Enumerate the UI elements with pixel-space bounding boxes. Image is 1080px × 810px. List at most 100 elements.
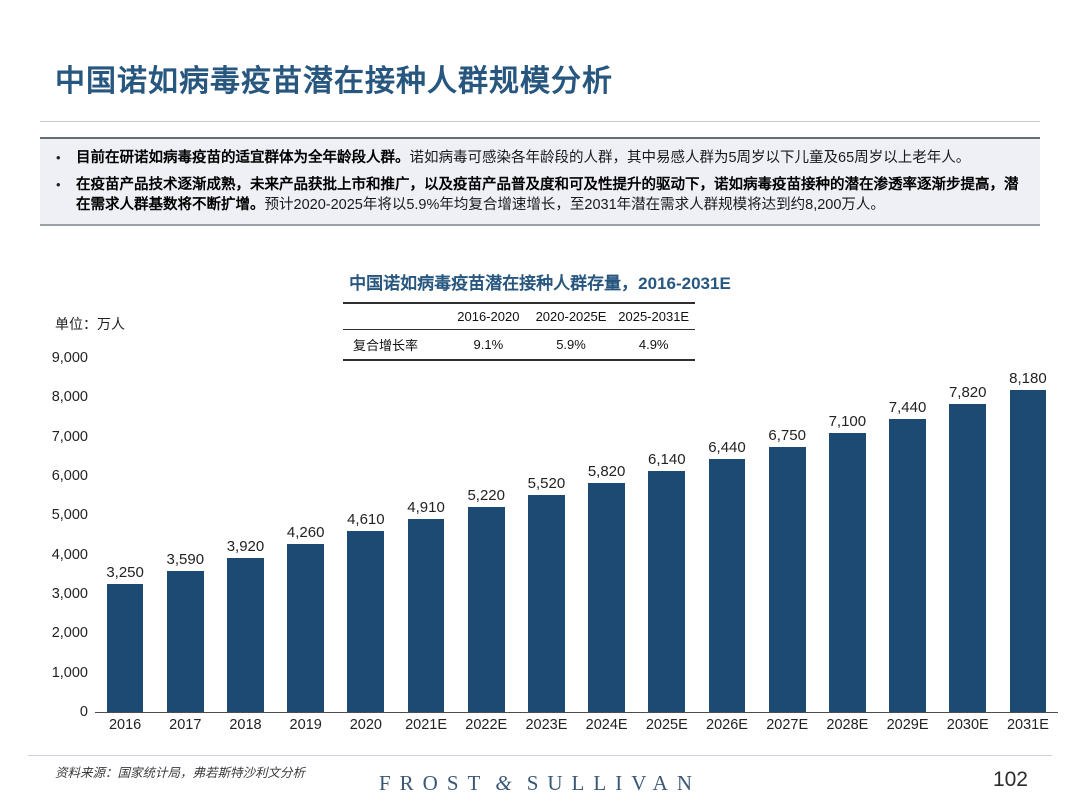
- bullet-text: 目前在研诺如病毒疫苗的适宜群体为全年龄段人群。诺如病毒可感染各年龄段的人群，其中…: [76, 148, 1024, 168]
- y-axis-label: 8,000: [51, 389, 88, 406]
- bar: [467, 506, 505, 712]
- bar-slot: 7,820: [938, 358, 998, 712]
- x-axis-label: 2016: [108, 717, 142, 733]
- source-note: 资料来源：国家统计局，弗若斯特沙利文分析: [55, 766, 306, 780]
- x-axis-label: 2017: [169, 717, 202, 733]
- bar-slot: 4,260: [276, 358, 336, 712]
- x-axis-label: 2020: [349, 717, 382, 733]
- bar-value-label: 3,590: [166, 550, 205, 568]
- bullet-item: • 目前在研诺如病毒疫苗的适宜群体为全年龄段人群。诺如病毒可感染各年龄段的人群，…: [56, 148, 1024, 168]
- bar-slot: 5,520: [516, 358, 576, 712]
- bar-slot: 6,750: [757, 358, 817, 712]
- bar-value-label: 5,220: [467, 486, 505, 504]
- bullet-marker-icon: •: [56, 150, 61, 165]
- bar-value-label: 6,750: [768, 426, 806, 444]
- page-title: 中国诺如病毒疫苗潜在接种人群规模分析: [55, 65, 613, 98]
- bar-slot: 6,140: [637, 358, 697, 712]
- bar: [1009, 390, 1047, 712]
- x-axis-label: 2024E: [585, 717, 628, 733]
- x-axis-label: 2021E: [405, 717, 447, 733]
- footer-divider: [28, 755, 1052, 756]
- frost-sullivan-logo: FROST & SULLIVAN: [0, 771, 1080, 796]
- bar: [287, 544, 324, 712]
- bullet-bold-text: 目前在研诺如病毒疫苗的适宜群体为全年龄段人群。: [76, 150, 410, 166]
- bar-slot: 5,220: [456, 358, 516, 712]
- bar-slot: 3,590: [155, 358, 215, 712]
- bar: [768, 446, 806, 712]
- cagr-value: 9.1%: [473, 337, 504, 352]
- y-axis-label: 0: [79, 704, 88, 720]
- bar-series: 3,250 3,590 3,920 4,260 4,610 4,910 5,220 5,520…: [95, 358, 1058, 713]
- bar: [588, 483, 625, 712]
- bar: [407, 518, 445, 712]
- bar: [528, 494, 565, 712]
- logo-ampersand: &: [495, 771, 521, 795]
- bar-slot: 4,610: [336, 358, 396, 712]
- x-axis-label: 2030E: [946, 717, 989, 733]
- bullet-marker-icon: •: [56, 177, 61, 192]
- key-points-panel: • 目前在研诺如病毒疫苗的适宜群体为全年龄段人群。诺如病毒可感染各年龄段的人群，…: [40, 137, 1040, 226]
- x-axis-label: 2028E: [826, 717, 869, 733]
- x-axis-label: 2029E: [886, 717, 929, 733]
- bar-value-label: 6,140: [648, 450, 686, 468]
- bullet-normal-text: 预计2020-2025年将以5.9%年均复合增速增长，至2031年潜在需求人群规…: [264, 197, 885, 213]
- bar-value-label: 3,250: [106, 564, 144, 582]
- bar: [347, 530, 385, 712]
- logo-frost: FROST: [379, 771, 490, 795]
- bar-value-label: 4,610: [347, 510, 385, 528]
- bar-slot: 8,180: [998, 358, 1058, 712]
- x-axis-label: 2026E: [706, 717, 748, 733]
- bar-value-label: 4,260: [286, 524, 325, 542]
- cagr-header-empty-cell: [343, 312, 447, 322]
- x-axis-label: 2023E: [525, 717, 568, 733]
- bar: [227, 557, 264, 712]
- logo-sullivan: SULLIVAN: [526, 771, 701, 795]
- bar-slot: 6,440: [697, 358, 757, 712]
- x-axis-label: 2022E: [465, 717, 508, 733]
- bar-slot: 4,910: [396, 358, 456, 712]
- y-axis-label: 4,000: [51, 546, 88, 563]
- bullet-item: • 在疫苗产品技术逐渐成熟，未来产品获批上市和推广，以及疫苗产品普及度和可及性提…: [56, 175, 1024, 215]
- bar-value-label: 4,910: [407, 498, 445, 516]
- y-axis-label: 9,000: [51, 350, 88, 366]
- bar: [648, 470, 686, 712]
- x-axis-label: 2019: [289, 717, 322, 733]
- bar-value-label: 7,440: [888, 399, 927, 417]
- x-axis: 2016 2017 2018 2019 2020 2021E 2022E 2023E 2024E…: [95, 717, 1058, 733]
- y-axis-label: 3,000: [51, 586, 88, 602]
- y-axis-label: 5,000: [51, 507, 88, 524]
- bar: [106, 584, 144, 712]
- x-axis-label: 2018: [229, 717, 262, 733]
- bar: [828, 432, 866, 712]
- cagr-table-value-row: 复合增长率 9.1% 5.9% 4.9%: [343, 330, 695, 359]
- bar-slot: 3,250: [95, 358, 155, 712]
- page-number: 102: [992, 768, 1028, 791]
- cagr-value: 4.9%: [638, 337, 669, 352]
- bar-slot: 7,100: [817, 358, 877, 712]
- bar-value-label: 3,920: [226, 537, 265, 555]
- cagr-row-label: 复合增长率: [353, 338, 419, 353]
- bar: [708, 458, 746, 712]
- y-axis: 9,000 8,000 7,000 6,000 5,000 4,000 3,000 2,000…: [20, 349, 88, 721]
- bar-slot: 3,920: [215, 358, 275, 712]
- cagr-period-header: 2020-2025E: [535, 309, 607, 324]
- x-axis-label: 2025E: [645, 717, 688, 733]
- bar-slot: 7,440: [877, 358, 937, 712]
- bar-slot: 5,820: [577, 358, 637, 712]
- cagr-period-header: 2016-2020: [457, 309, 520, 324]
- cagr-table: 2016-2020 2020-2025E 2025-2031E 复合增长率 9.…: [343, 302, 695, 361]
- bar: [889, 419, 926, 712]
- bar-value-label: 7,100: [828, 412, 867, 430]
- bullet-normal-text: 诺如病毒可感染各年龄段的人群，其中易感人群为5周岁以下儿童及65周岁以上老年人。: [409, 150, 971, 166]
- cagr-table-header-row: 2016-2020 2020-2025E 2025-2031E: [343, 304, 695, 330]
- bar-value-label: 5,520: [527, 474, 566, 492]
- y-axis-label: 2,000: [51, 625, 88, 642]
- x-axis-label: 2027E: [766, 717, 809, 733]
- bar: [949, 404, 987, 712]
- cagr-value: 5.9%: [556, 337, 586, 352]
- y-axis-label: 6,000: [51, 468, 88, 484]
- bullet-bold-text: 在疫苗产品技术逐渐成熟，未来产品获批上市和推广，以及疫苗产品普及度和可及性提升的…: [76, 177, 1019, 213]
- cagr-period-header: 2025-2031E: [618, 309, 690, 324]
- bar-value-label: 5,820: [587, 463, 626, 481]
